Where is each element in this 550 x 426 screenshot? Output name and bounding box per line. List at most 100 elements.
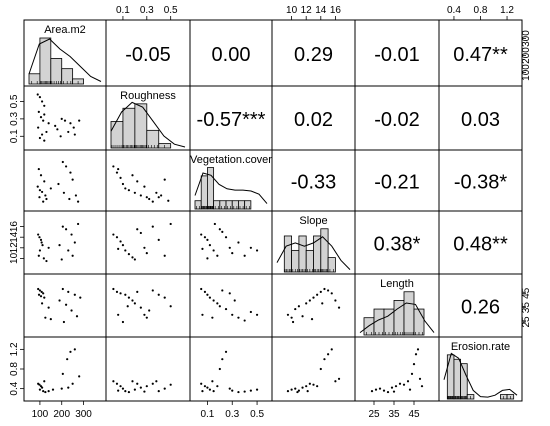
correlation-value-r0-c3: 0.29	[294, 44, 333, 66]
axis-tick-label-right-4-2: 45	[521, 287, 532, 299]
panel-frame-r3-c1	[105, 210, 191, 275]
scatter-point-r4-c0-18	[62, 320, 66, 324]
panel-frame-r2-c1	[105, 149, 191, 212]
scatter-point-r5-c4-5	[390, 386, 394, 389]
axis-tick-label-bottom-2-1: 0.3	[225, 409, 239, 420]
scatter-point-r4-c2-4	[212, 299, 215, 302]
scatter-point-r3-c0-5	[37, 254, 40, 257]
scatter-point-r5-c3-5	[305, 385, 308, 388]
axis-tick-label-top-3-1: 12	[301, 5, 313, 16]
scatter-point-r5-c4-6	[394, 385, 398, 388]
scatter-point-r3-c2-2	[206, 238, 209, 241]
scatter-point-r5-c1-2	[119, 385, 122, 388]
variable-label-length: Length	[380, 278, 414, 290]
scatter-point-r5-c4-3	[382, 389, 386, 392]
scatter-point-r4-c0-19	[79, 296, 82, 299]
density-line-length	[359, 302, 435, 333]
scatter-point-r4-c1-6	[133, 302, 136, 305]
histogram-bar-vegetation-cover-3	[213, 200, 221, 210]
scatter-point-r3-c1-5	[127, 253, 131, 256]
histogram-bar-roughness-3	[146, 129, 160, 149]
scatter-point-r2-c1-5	[127, 189, 131, 192]
scatter-point-r3-c1-6	[131, 256, 134, 259]
scatter-point-r3-c1-15	[133, 258, 136, 261]
scatter-point-r1-c0-16	[56, 128, 59, 131]
scatter-point-r5-c2-10	[231, 389, 234, 392]
scatter-point-r2-c1-9	[148, 197, 151, 201]
axis-tick-label-left-5-2: 1.2	[9, 342, 20, 356]
scatter-point-r5-c0-12	[78, 375, 81, 378]
histogram-bar-slope-5	[320, 228, 329, 273]
scatter-point-r5-c4-14	[418, 377, 422, 380]
scatter-point-r5-c1-4	[124, 389, 127, 393]
scatter-point-r5-c4-16	[392, 390, 396, 393]
scatter-point-r4-c1-13	[169, 305, 172, 308]
scatter-point-r2-c0-4	[40, 190, 44, 194]
axis-tick-label-bottom-4-1: 35	[388, 409, 400, 420]
scatter-point-r5-c3-10	[323, 358, 326, 361]
scatter-point-r2-c0-5	[38, 196, 41, 199]
scatter-point-r5-c1-0	[112, 380, 115, 383]
scatter-point-r4-c0-6	[43, 296, 46, 299]
scatter-point-r3-c2-14	[255, 249, 259, 252]
scatter-point-r4-c3-10	[323, 287, 326, 291]
scatter-point-r3-c2-4	[212, 249, 215, 252]
density-line-slope	[276, 236, 351, 270]
scatter-point-r4-c0-14	[58, 299, 61, 302]
scatter-point-r4-c1-2	[119, 292, 122, 295]
scatter-point-r5-c1-7	[139, 386, 142, 389]
scatter-point-r3-c2-15	[206, 257, 209, 260]
scatter-point-r5-c0-11	[71, 382, 74, 385]
scatter-point-r2-c1-3	[121, 182, 125, 186]
scatter-point-r3-c0-3	[41, 244, 44, 247]
scatter-point-r4-c3-9	[319, 290, 322, 293]
scatter-point-r4-c2-16	[211, 316, 214, 319]
scatter-point-r5-c4-10	[410, 372, 414, 376]
axis-tick-label-top-5-0: 0.4	[447, 5, 461, 16]
scatter-point-r4-c2-6	[218, 305, 221, 308]
scatter-point-r2-c1-12	[160, 194, 163, 197]
scatter-point-r3-c1-16	[117, 247, 120, 250]
scatter-point-r5-c1-15	[117, 389, 120, 392]
histogram-bar-vegetation-cover-5	[225, 200, 233, 210]
scatter-point-r4-c0-5	[39, 295, 43, 298]
axis-tick-label-bottom-0-2: 300	[75, 409, 92, 420]
scatter-point-r1-c0-22	[43, 113, 46, 116]
scatter-point-r3-c2-7	[221, 230, 224, 233]
scatter-point-r1-c0-17	[67, 130, 70, 134]
scatter-point-r5-c0-15	[73, 348, 76, 351]
scatter-point-r2-c0-18	[44, 194, 47, 197]
scatter-point-r4-c0-4	[37, 293, 41, 296]
scatter-point-r1-c0-9	[40, 133, 44, 136]
scatter-point-r3-c0-0	[37, 233, 40, 236]
scatter-point-r4-c0-17	[75, 315, 79, 318]
axis-tick-label-right-0-0: 100	[521, 64, 532, 81]
scatter-point-r4-c1-0	[112, 287, 115, 291]
variable-label-area-m2: Area.m2	[44, 24, 86, 36]
scatter-point-r3-c2-12	[243, 254, 246, 257]
scatter-point-r5-c2-9	[228, 387, 231, 390]
histogram-bar-slope-6	[327, 257, 336, 273]
histogram-bar-vegetation-cover-8	[244, 200, 252, 210]
scatter-point-r5-c0-3	[40, 386, 44, 389]
scatter-point-r3-c2-10	[231, 252, 234, 255]
scatter-point-r1-c0-14	[69, 122, 72, 125]
scatter-point-r3-c0-11	[70, 233, 73, 236]
correlation-value-r0-c4: -0.01	[374, 44, 420, 66]
panel-frame-r3-c0	[23, 210, 107, 275]
correlation-value-r4-c5: 0.26	[461, 297, 500, 319]
correlation-value-r2-c4: -0.21	[374, 172, 420, 194]
scatter-point-r4-c2-2	[206, 293, 209, 296]
scatter-point-r5-c0-13	[66, 358, 69, 361]
scatter-point-r2-c1-10	[151, 200, 154, 203]
scatter-point-r5-c4-0	[370, 389, 374, 393]
scatter-point-r2-c0-7	[42, 200, 45, 203]
axis-tick-label-bottom-0-0: 100	[32, 409, 49, 420]
scatter-point-r5-c0-9	[60, 387, 63, 390]
scatter-point-r1-c0-6	[42, 119, 45, 122]
scatter-point-r3-c2-3	[208, 244, 211, 247]
scatter-point-r5-c2-3	[208, 388, 211, 391]
scatter-point-r3-c2-1	[203, 236, 207, 239]
scatter-point-r2-c0-13	[62, 191, 66, 194]
